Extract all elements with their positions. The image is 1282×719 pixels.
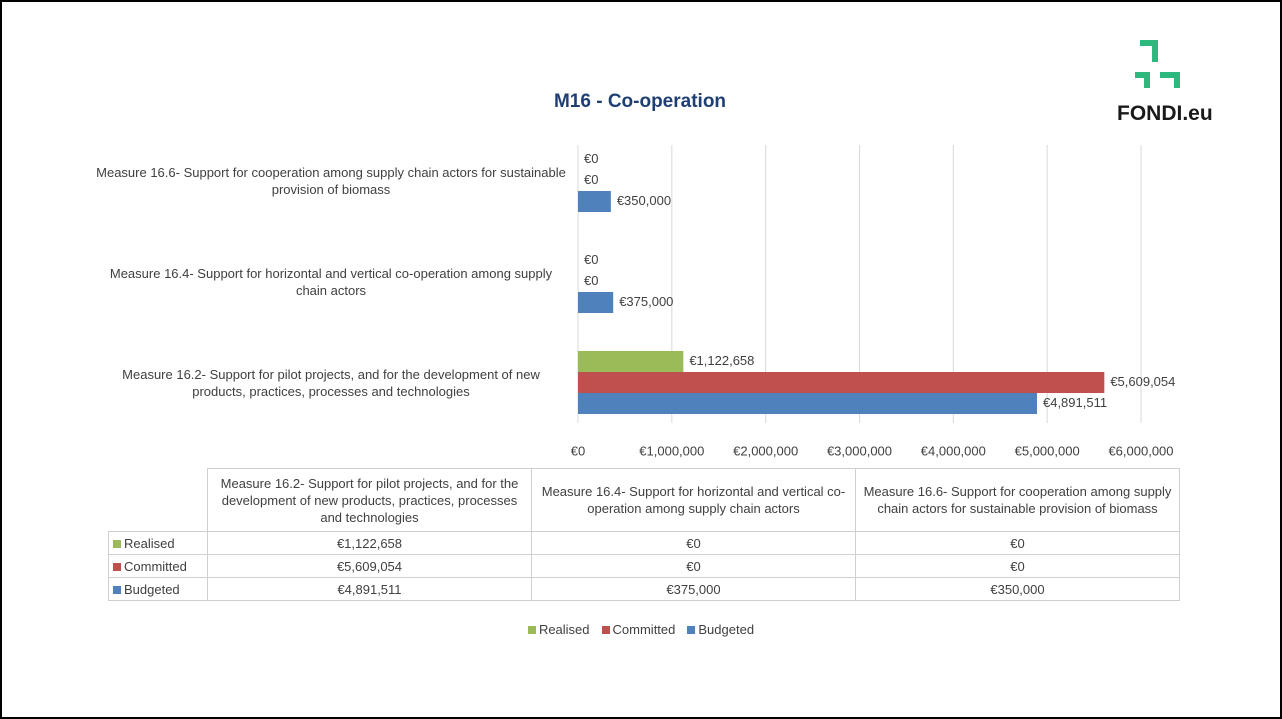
category-label: Measure 16.4- Support for horizontal and… — [109, 265, 553, 298]
table-header: Measure 16.2- Support for pilot projects… — [207, 468, 532, 532]
x-tick-label: €2,000,000 — [733, 443, 798, 458]
bar — [578, 191, 611, 212]
legend-swatch — [113, 539, 121, 548]
series-name: Committed — [124, 558, 187, 574]
x-tick-label: €5,000,000 — [1015, 443, 1080, 458]
x-tick-label: €0 — [571, 443, 585, 458]
value-label: €1,122,658 — [689, 353, 754, 368]
bar — [578, 393, 1037, 414]
x-tick-label: €3,000,000 — [827, 443, 892, 458]
bar — [578, 292, 614, 313]
logo: FONDI.eu — [1117, 102, 1213, 125]
chart-title: M16 - Co-operation — [554, 91, 726, 112]
table-series: Committed — [108, 554, 208, 578]
legend-swatch — [113, 562, 121, 571]
table-cell: €0 — [531, 531, 856, 555]
legend-label: Budgeted — [698, 622, 755, 637]
value-label: €350,000 — [617, 193, 671, 208]
table-cell: €0 — [531, 554, 856, 578]
table-header-row: Measure 16.2- Support for pilot projects… — [108, 468, 1180, 532]
legend-label: Realised — [538, 622, 590, 637]
table-cell: €350,000 — [855, 577, 1180, 601]
table-series: Realised — [108, 531, 208, 555]
legend-item: Realised — [527, 622, 590, 637]
table-header: Measure 16.4- Support for horizontal and… — [531, 468, 856, 532]
bar — [578, 351, 684, 372]
legend-item: Committed — [601, 622, 676, 637]
bar — [578, 372, 1105, 393]
value-label: €0 — [584, 252, 598, 267]
value-label: €0 — [584, 151, 598, 166]
table-cell: €0 — [855, 554, 1180, 578]
table-row: Realised €1,122,658 €0 €0 — [108, 531, 1180, 555]
x-tick-label: €6,000,000 — [1108, 443, 1173, 458]
data-table: Measure 16.2- Support for pilot projects… — [108, 468, 1180, 601]
legend-swatch — [527, 626, 536, 634]
value-label: €0 — [584, 273, 598, 288]
legend-swatch — [687, 626, 696, 634]
table-series: Budgeted — [108, 577, 208, 601]
table-corner — [108, 468, 208, 532]
table-header: Measure 16.6- Support for cooperation am… — [855, 468, 1180, 532]
legend-swatch — [113, 585, 121, 594]
table-cell: €375,000 — [531, 577, 856, 601]
legend-swatch — [601, 626, 610, 634]
category-label: Measure 16.6- Support for cooperation am… — [96, 164, 566, 197]
table-cell: €5,609,054 — [207, 554, 532, 578]
table-row: Budgeted €4,891,511 €375,000 €350,000 — [108, 577, 1180, 601]
value-label: €4,891,511 — [1043, 395, 1107, 410]
value-label: €0 — [584, 172, 598, 187]
legend-label: Committed — [612, 622, 676, 637]
table-cell: €4,891,511 — [207, 577, 532, 601]
value-label: €5,609,054 — [1110, 374, 1175, 389]
legend: Realised Committed Budgeted — [0, 622, 1282, 637]
x-tick-label: €1,000,000 — [639, 443, 704, 458]
series-name: Realised — [124, 535, 175, 551]
series-name: Budgeted — [124, 581, 180, 597]
x-tick-label: €4,000,000 — [921, 443, 986, 458]
table-cell: €0 — [855, 531, 1180, 555]
table-cell: €1,122,658 — [207, 531, 532, 555]
table-row: Committed €5,609,054 €0 €0 — [108, 554, 1180, 578]
logo-icon — [1135, 40, 1180, 88]
category-label: Measure 16.2- Support for pilot projects… — [122, 366, 540, 399]
value-label: €375,000 — [619, 294, 673, 309]
legend-item: Budgeted — [687, 622, 754, 637]
